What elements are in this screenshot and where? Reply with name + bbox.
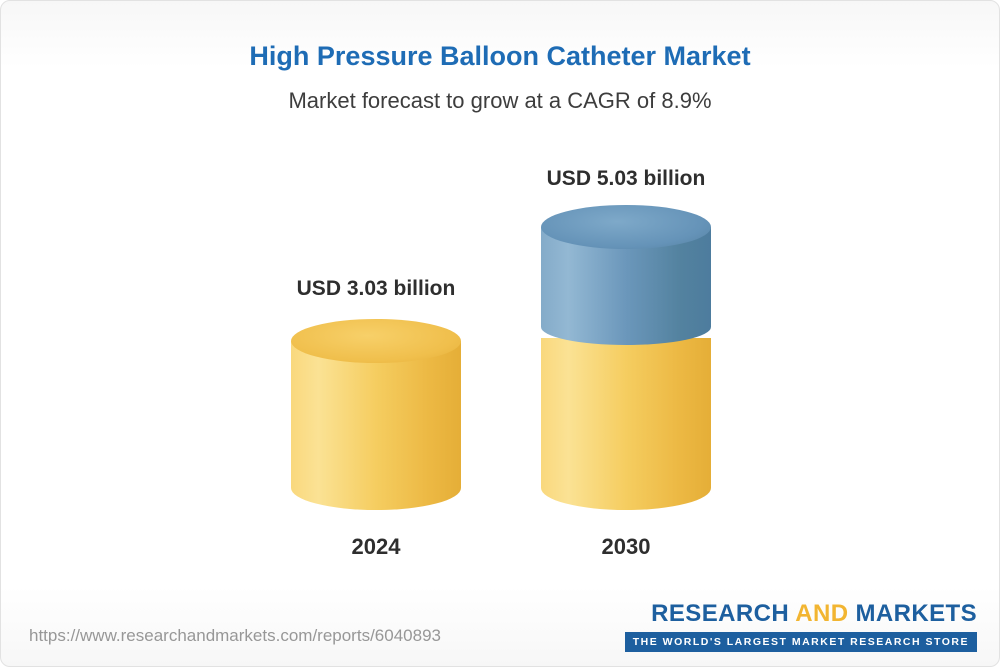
bar-2030-top-face [541,205,711,249]
bar-value-label-2024: USD 3.03 billion [296,277,456,300]
bar-2024-body [291,341,461,510]
brand-word-markets: MARKETS [855,600,977,627]
axis-label-2024: 2024 [351,534,401,559]
bar-2030-yellow-segment [541,338,711,510]
bar-2024-cylinder [291,319,461,510]
axis-label-2030: 2030 [601,534,651,559]
brand-word-and: AND [795,600,849,627]
brand-tagline: THE WORLD'S LARGEST MARKET RESEARCH STOR… [624,632,977,652]
brand-logo: RESEARCH AND MARKETS THE WORLD'S LARGEST… [624,600,977,652]
bar-2024-top-face [291,319,461,363]
page-title: High Pressure Balloon Catheter Market [249,41,751,71]
brand-wordmark: RESEARCH AND MARKETS [625,600,977,628]
report-url-link[interactable]: https://www.researchandmarkets.com/repor… [29,626,441,645]
brand-word-research: RESEARCH [651,600,790,627]
chart-subtitle: Market forecast to grow at a CAGR of 8.9… [288,88,712,113]
bar-2030-cylinder [541,205,711,510]
bar-value-label-2030: USD 5.03 billion [546,167,706,190]
